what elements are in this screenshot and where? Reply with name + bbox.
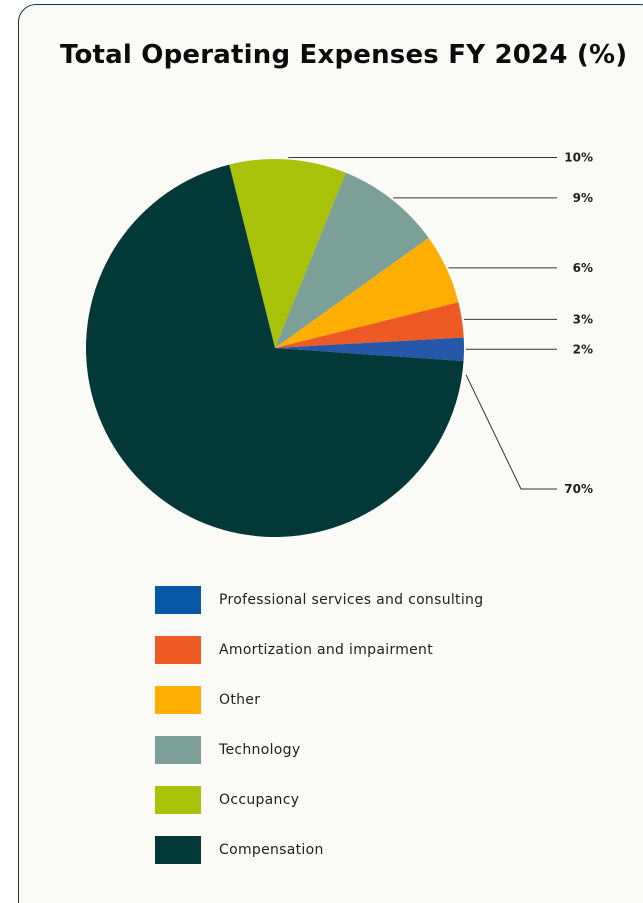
legend-swatch xyxy=(155,586,201,614)
slice-label-technology: 9% xyxy=(573,191,593,205)
pie-slice-other xyxy=(275,237,459,348)
legend: Professional services and consulting Amor… xyxy=(155,586,483,886)
leader-lines xyxy=(288,157,557,490)
slice-label-amortization-and-impairment: 3% xyxy=(573,312,593,326)
slice-label-compensation: 70% xyxy=(564,482,593,496)
slice-label-occupancy: 10% xyxy=(564,151,593,165)
legend-label: Technology xyxy=(219,742,301,758)
legend-label: Compensation xyxy=(219,842,324,858)
pie-slice-occupancy xyxy=(229,158,346,348)
legend-label: Other xyxy=(219,692,261,708)
pie-slice-compensation xyxy=(86,164,464,537)
legend-item-amortization-and-impairment: Amortization and impairment xyxy=(155,636,483,664)
legend-swatch xyxy=(155,786,201,814)
legend-label: Occupancy xyxy=(219,792,300,808)
slice-label-professional-services-and-consulting: 2% xyxy=(573,342,593,356)
legend-item-occupancy: Occupancy xyxy=(155,786,483,814)
leader-line-compensation xyxy=(465,374,557,490)
pie-slices xyxy=(86,158,465,537)
legend-label: Amortization and impairment xyxy=(219,642,434,658)
pie-slice-professional-services-and-consulting xyxy=(275,337,465,362)
slice-labels: 10% 9% 6% 3% 2% 70% xyxy=(564,151,593,497)
pie-chart: 10% 9% 6% 3% 2% 70% xyxy=(86,151,593,537)
legend-item-other: Other xyxy=(155,686,483,714)
pie-slice-amortization-and-impairment xyxy=(275,302,464,348)
legend-swatch xyxy=(155,836,201,864)
legend-label: Professional services and consulting xyxy=(219,592,484,608)
legend-swatch xyxy=(155,736,201,764)
slice-label-other: 6% xyxy=(573,261,593,275)
chart-title: Total Operating Expenses FY 2024 (%) xyxy=(60,40,628,70)
legend-swatch xyxy=(155,636,201,664)
legend-item-compensation: Compensation xyxy=(155,836,483,864)
pie-slice-technology xyxy=(275,172,429,348)
legend-item-professional-services-and-consulting: Professional services and consulting xyxy=(155,586,483,614)
legend-swatch xyxy=(155,686,201,714)
legend-item-technology: Technology xyxy=(155,736,483,764)
